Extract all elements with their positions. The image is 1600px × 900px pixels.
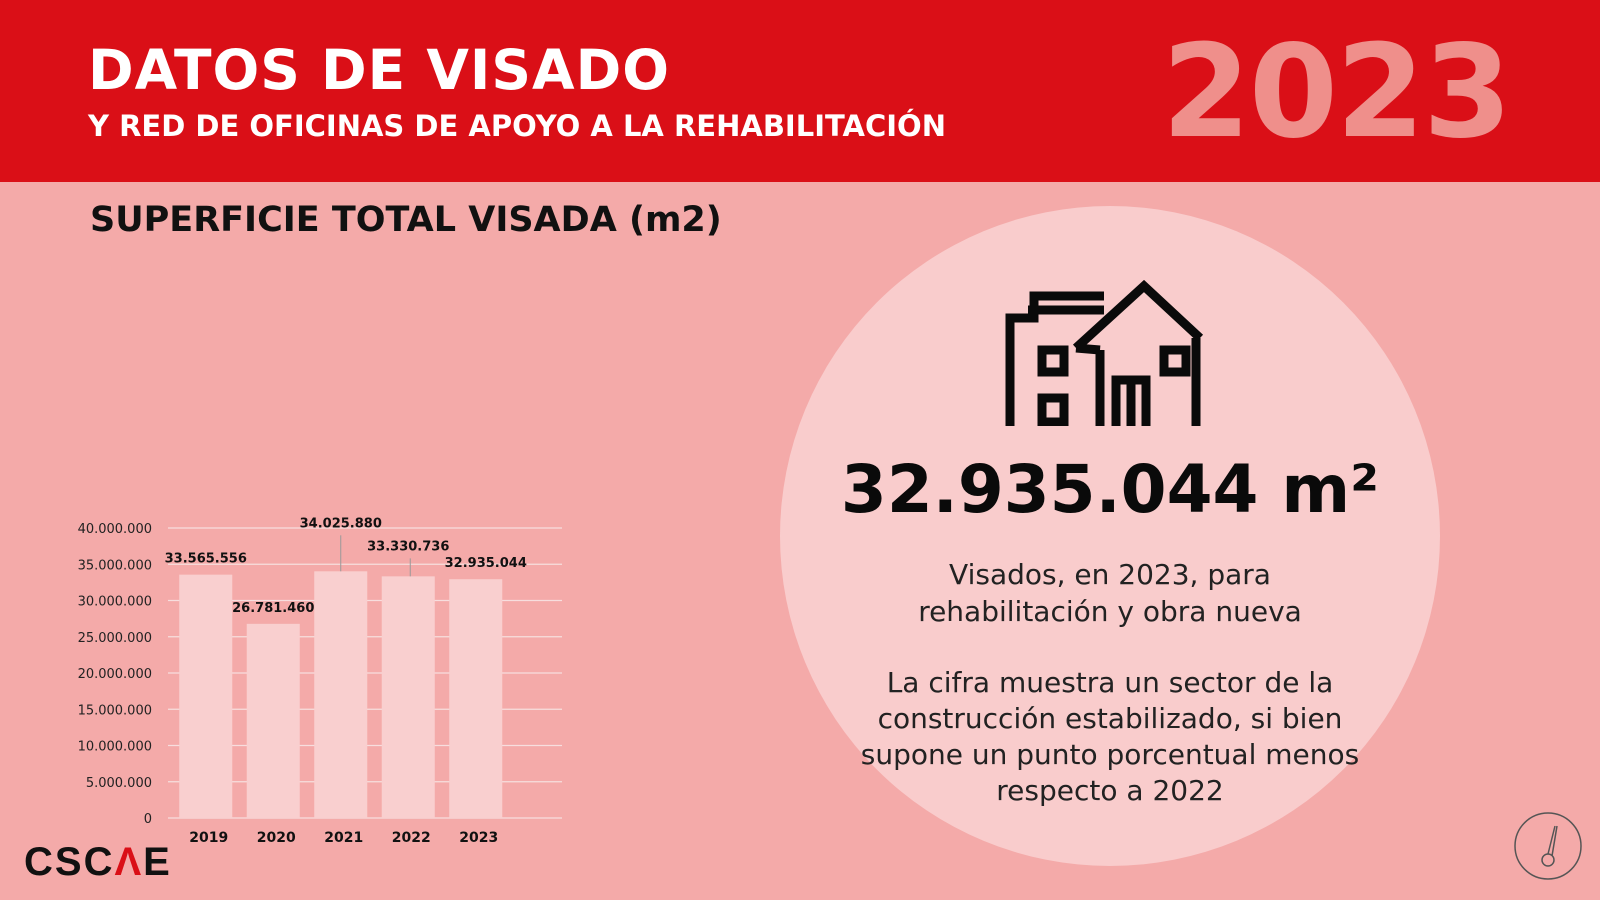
bar [381,576,435,818]
data-label: 34.025.880 [300,516,382,531]
y-tick-label: 40.000.000 [78,522,152,537]
x-tick-label: 2021 [324,830,363,846]
y-tick-label: 25.000.000 [78,631,152,646]
logo-accent: Λ [114,840,144,884]
highlight-note: La cifra muestra un sector de la constru… [860,666,1360,807]
highlight-description: Visados, en 2023, para rehabilitación y … [918,558,1302,628]
year-label: 2023 [1161,18,1512,167]
page-title: DATOS DE VISADO [88,38,670,102]
data-label: 33.330.736 [367,539,449,554]
logo-prefix: CSC [24,840,115,884]
section-title: SUPERFICIE TOTAL VISADA (m2) [90,200,722,240]
x-tick-label: 2020 [257,830,296,846]
y-tick-label: 5.000.000 [86,776,152,791]
y-tick-label: 0 [144,812,152,827]
total-value: 32.935.044 m² [840,451,1380,528]
house-building-icon [1005,280,1204,426]
x-tick-label: 2023 [459,830,498,846]
cscae-logo: CSCΛE [24,838,172,886]
bar [179,574,233,818]
y-tick-label: 20.000.000 [78,667,152,682]
x-tick-label: 2022 [392,830,431,846]
bar [246,623,300,818]
compass-icon [1514,812,1582,880]
data-label: 33.565.556 [165,552,247,567]
header-banner: DATOS DE VISADO Y RED DE OFICINAS DE APO… [0,0,1600,182]
bar-chart: 0 5.000.000 10.000.000 15.000.000 20.000.000… [40,500,600,860]
logo-suffix: E [143,840,172,884]
data-label: 32.935.044 [445,556,527,571]
page-subtitle: Y RED DE OFICINAS DE APOYO A LA REHABILI… [88,109,946,143]
data-label: 26.781.460 [232,601,314,616]
y-tick-label: 10.000.000 [78,740,152,755]
bar [449,579,503,818]
y-tick-label: 30.000.000 [78,595,152,610]
bar-chart-svg: 0 5.000.000 10.000.000 15.000.000 20.000.000… [78,516,562,846]
x-tick-label: 2019 [189,830,228,846]
y-tick-label: 15.000.000 [78,703,152,718]
y-tick-label: 35.000.000 [78,558,152,573]
bar [314,571,368,818]
